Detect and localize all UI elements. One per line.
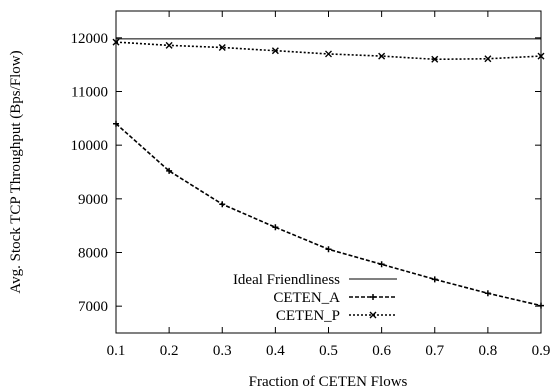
data-point-ceten-a [325, 246, 332, 253]
y-tick-label: 9000 [78, 192, 108, 208]
data-point-ceten-p [484, 55, 492, 63]
x-tick-label: 0.3 [213, 343, 232, 359]
data-point-ceten-p [165, 41, 173, 49]
legend-label-ideal-friendliness: Ideal Friendliness [233, 272, 340, 288]
x-tick-label: 0.8 [479, 343, 498, 359]
data-point-ceten-a [272, 224, 279, 231]
x-tick-label: 0.6 [372, 343, 391, 359]
data-point-ceten-a [484, 290, 491, 297]
data-point-ceten-p [271, 47, 279, 55]
data-point-ceten-p [218, 43, 226, 51]
data-point-ceten-p [325, 50, 332, 58]
legend-marker-ceten-a [370, 294, 376, 300]
x-tick-label: 0.9 [532, 343, 551, 359]
y-tick-label: 11000 [71, 85, 108, 101]
legend-label-ceten-p: CETEN_P [276, 308, 340, 324]
y-tick-label: 7000 [78, 299, 108, 315]
x-tick-label: 0.5 [319, 343, 338, 359]
legend-label-ceten-a: CETEN_A [273, 290, 340, 306]
y-axis-label: Avg. Stock TCP Throughput (Bps/Flow) [8, 50, 24, 293]
y-tick-label: 10000 [71, 138, 109, 154]
x-tick-label: 0.7 [425, 343, 444, 359]
data-point-ceten-p [431, 55, 439, 63]
legend: Ideal Friendliness CETEN_A CETEN_P [233, 272, 397, 324]
y-tick-label: 12000 [71, 31, 109, 47]
data-point-ceten-p [112, 38, 120, 46]
data-point-ceten-a [378, 261, 385, 268]
x-tick-label: 0.1 [107, 343, 126, 359]
data-point-ceten-a [166, 167, 173, 174]
x-axis-label: Fraction of CETEN Flows [249, 374, 408, 390]
x-tick-label: 0.2 [160, 343, 179, 359]
data-point-ceten-a [113, 120, 119, 127]
series-line-ceten-p [115, 41, 542, 61]
legend-marker-ceten-p [369, 311, 377, 319]
y-tick-label: 8000 [78, 246, 108, 262]
data-point-ceten-a [219, 201, 226, 208]
data-point-ceten-p [378, 52, 386, 60]
data-point-ceten-a [538, 302, 544, 309]
x-tick-label: 0.4 [266, 343, 285, 359]
data-point-ceten-a [431, 276, 438, 283]
data-point-ceten-p [537, 52, 545, 60]
